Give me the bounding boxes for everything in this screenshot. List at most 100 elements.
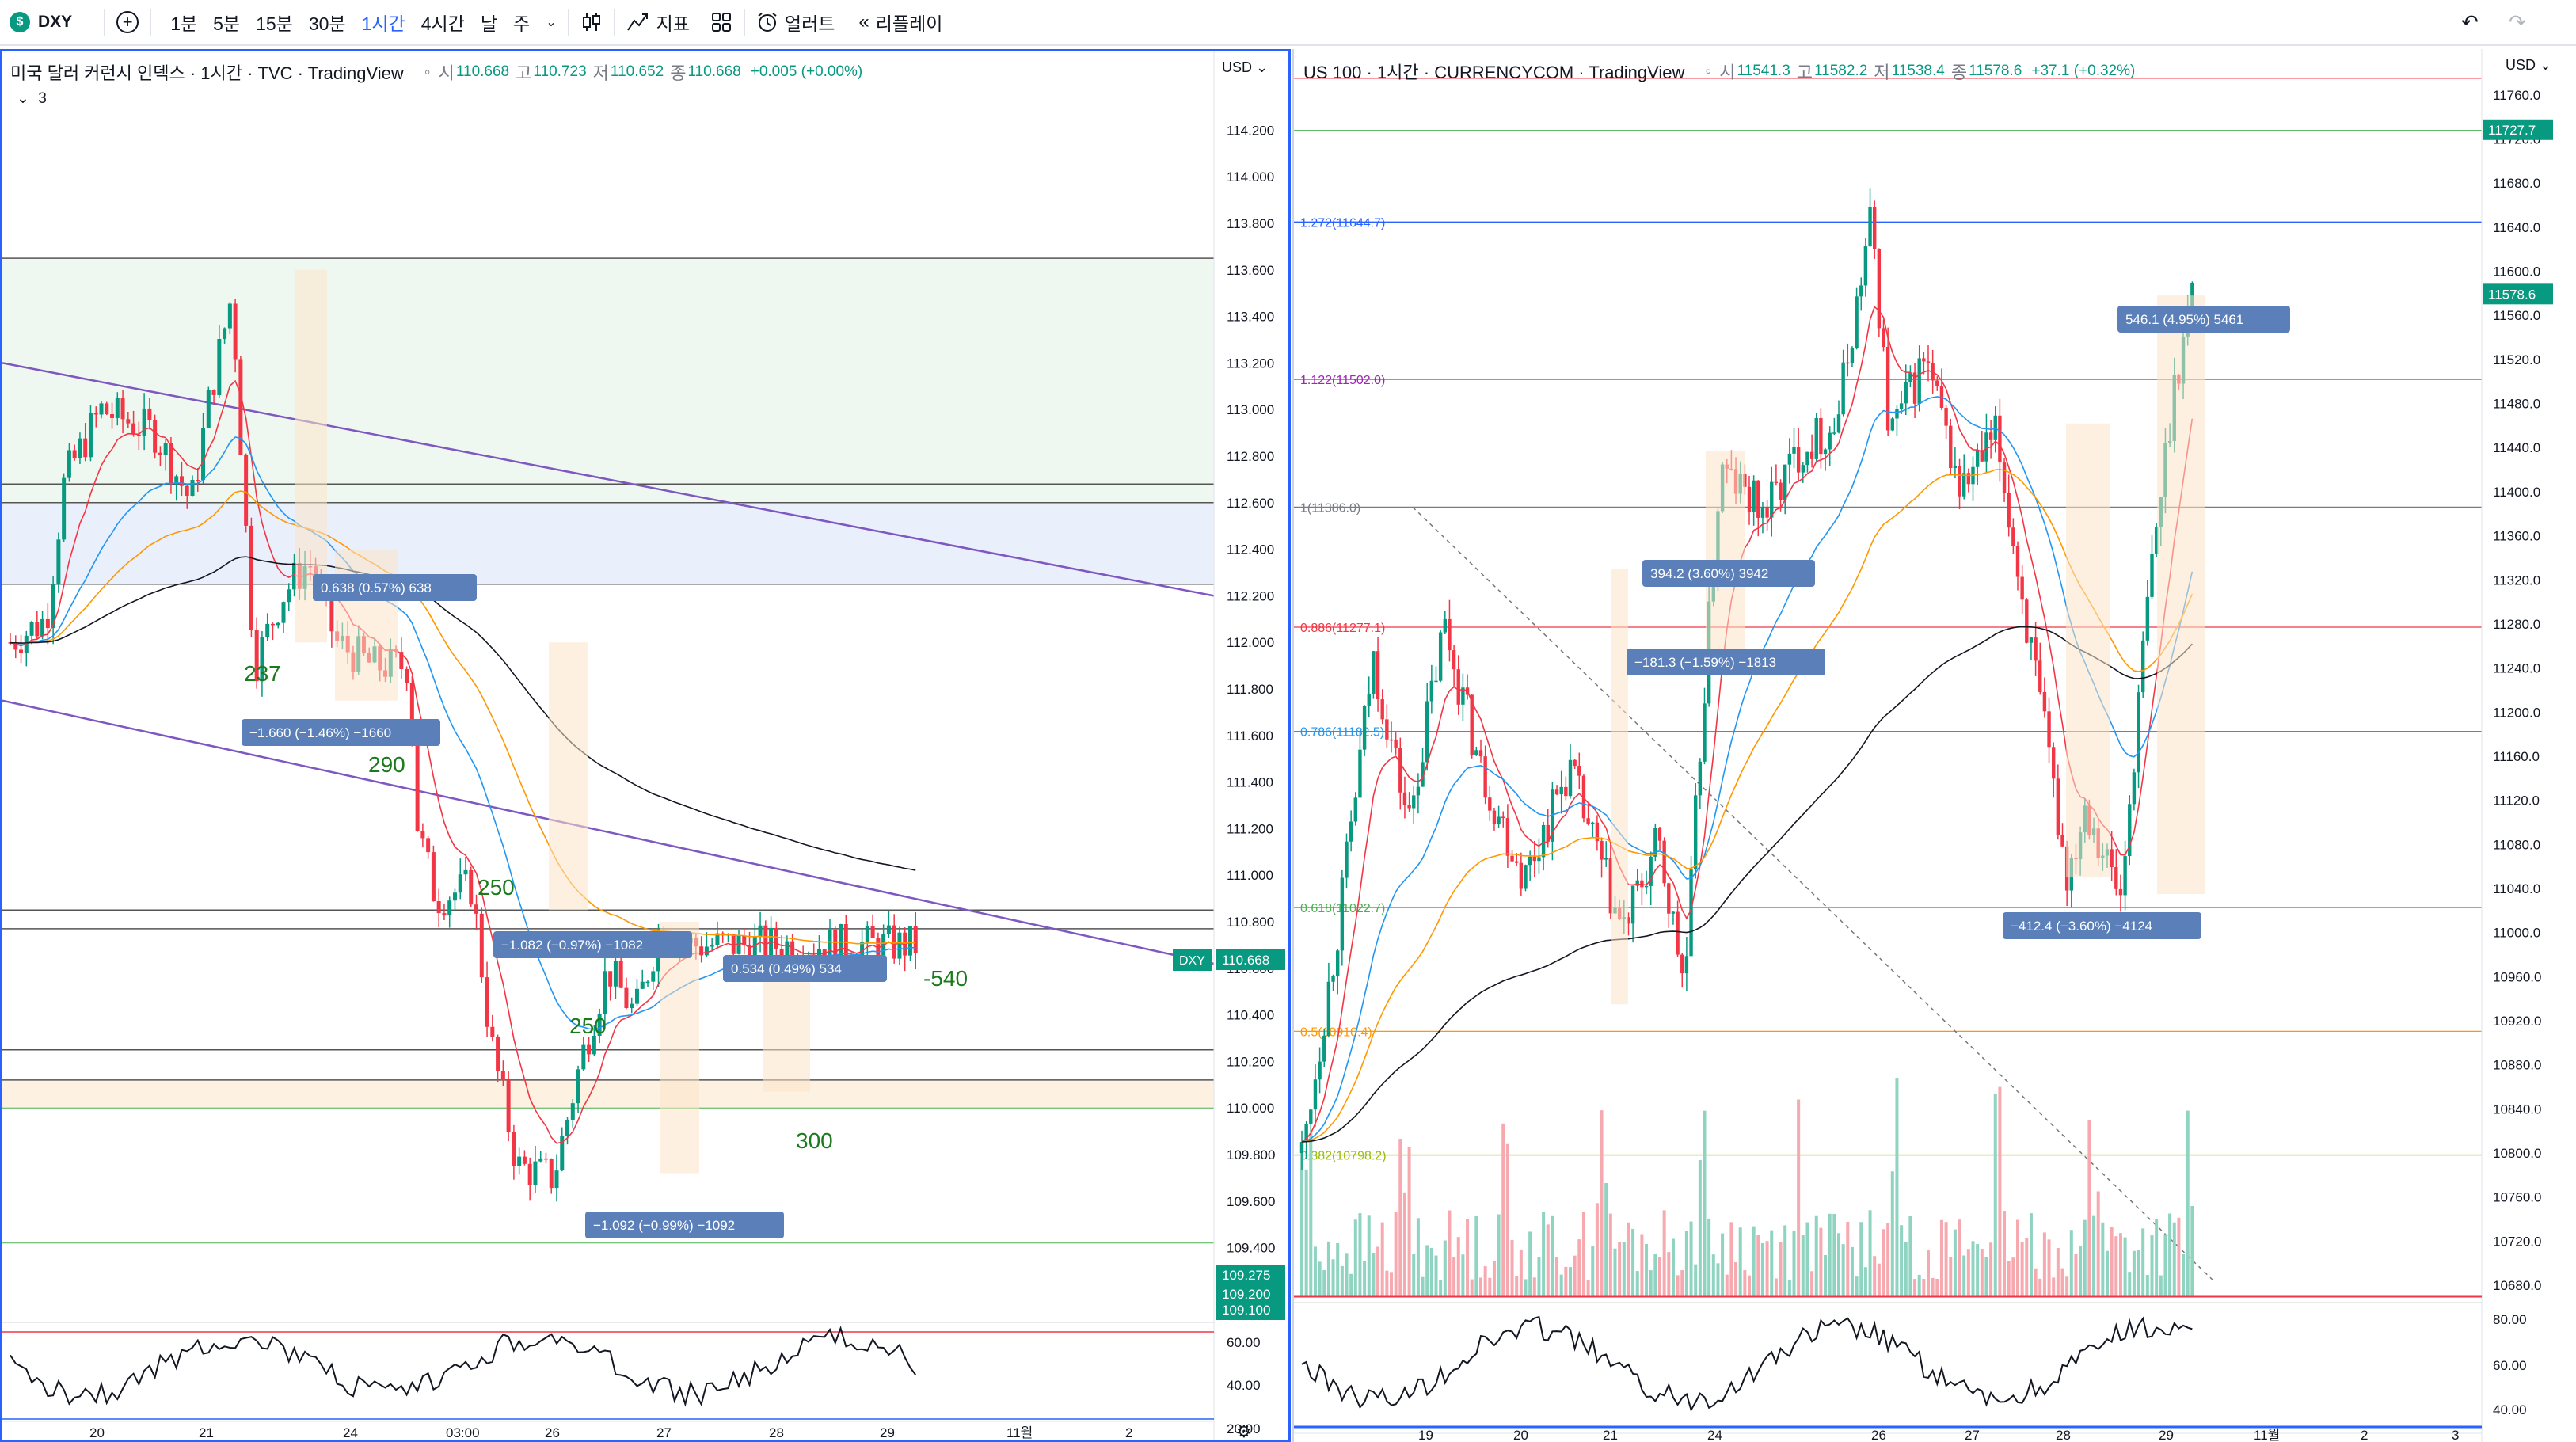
redo-button[interactable]: ↷	[2509, 0, 2526, 45]
candle-body	[265, 623, 270, 637]
candle-body	[630, 1003, 634, 1008]
price-tick: 111.000	[1227, 868, 1273, 883]
volume-bar	[2159, 1275, 2163, 1296]
volume-bar	[1895, 1078, 1899, 1296]
candle-body	[1676, 911, 1680, 955]
candle-body	[1313, 1079, 1318, 1110]
interval-7[interactable]: 주	[513, 13, 531, 34]
candle-body	[1926, 361, 1931, 363]
replay-button[interactable]: « 리플레이	[858, 0, 942, 45]
time-tick: 11월	[1006, 1425, 1033, 1440]
volume-bar	[1331, 1259, 1335, 1296]
chart-panel-dxy[interactable]: 0.638 (0.57%) 638 −1.660 (−1.46%) −1660 −1…	[0, 49, 1291, 1442]
volume-bar	[2074, 1254, 2078, 1296]
volume-bar	[2101, 1222, 2105, 1296]
indicators-label: 지표	[656, 13, 690, 34]
candle-body	[2007, 493, 2011, 528]
indicators-collapse-button[interactable]: ⌄ 3	[17, 89, 47, 108]
interval-0[interactable]: 1분	[170, 13, 198, 34]
candle-body	[78, 438, 82, 458]
price-tick: 11280.0	[2493, 617, 2540, 632]
candle-body	[860, 942, 865, 962]
price-tick: 11200.0	[2493, 705, 2540, 720]
candle-body	[420, 831, 425, 839]
currency-selector[interactable]: USD ⌄	[2506, 57, 2552, 73]
fib-level-label: 1.272(11644.7)	[1300, 216, 1385, 230]
volume-bar	[2065, 1276, 2069, 1296]
candle-body	[1604, 858, 1608, 860]
candle-body	[715, 933, 720, 945]
chart-panel-us100[interactable]: 1.272(11644.7) 1.122(11502.0) 1(11386.0) 0.…	[1292, 49, 2576, 1442]
interval-4[interactable]: 1시간	[361, 13, 405, 34]
moving-average-line	[10, 490, 916, 945]
candle-body	[2128, 804, 2132, 857]
candle-body	[1823, 449, 1828, 455]
templates-button[interactable]	[710, 0, 732, 45]
volume-bar	[2172, 1222, 2176, 1296]
interval-5[interactable]: 4시간	[420, 13, 465, 34]
volume-bar	[1376, 1246, 1380, 1296]
time-tick: 3	[2452, 1428, 2459, 1442]
eye-icon[interactable]: ◦	[424, 62, 431, 82]
volume-bar	[2163, 1234, 2167, 1296]
interval-6[interactable]: 날	[480, 13, 498, 34]
volume-bar	[1846, 1222, 1850, 1296]
alert-button[interactable]: 얼러트	[756, 0, 835, 45]
indicators-button[interactable]: 지표	[626, 0, 690, 45]
high-label: 고	[1796, 63, 1813, 82]
us100-chart-canvas[interactable]: 1.272(11644.7) 1.122(11502.0) 1(11386.0) 0.…	[1294, 49, 2576, 1442]
dxy-title: 미국 달러 커런시 인덱스 · 1시간 · TVC · TradingView	[10, 63, 404, 83]
measure-label-box	[585, 1212, 784, 1238]
candle-body	[1644, 885, 1649, 888]
candle-body	[2141, 640, 2145, 693]
measure-box	[1611, 569, 1628, 1005]
price-tick: 11320.0	[2493, 573, 2540, 588]
interval-1[interactable]: 5분	[213, 13, 241, 34]
candle-body	[1461, 687, 1465, 705]
volume-bar	[2118, 1233, 2122, 1296]
candle-body	[1863, 246, 1868, 286]
volume-bar	[1868, 1210, 1872, 1296]
volume-bar	[1770, 1230, 1774, 1296]
dxy-chart-canvas[interactable]: 0.638 (0.57%) 638 −1.660 (−1.46%) −1660 −1…	[2, 51, 1288, 1440]
fib-level-label: 0.886(11277.1)	[1300, 622, 1385, 635]
volume-bar	[1958, 1219, 1961, 1296]
interval-2[interactable]: 15분	[256, 13, 293, 34]
open-label: 시	[1719, 63, 1736, 82]
candle-body	[1299, 1141, 1304, 1154]
interval-dropdown-button[interactable]: ⌄	[546, 0, 556, 45]
collapsed-count: 3	[38, 90, 47, 107]
candle-body	[1349, 821, 1353, 842]
measure-box	[2066, 423, 2110, 878]
volume-bar	[2110, 1227, 2114, 1296]
candle-body	[1630, 885, 1635, 924]
volume-bar	[1461, 1254, 1465, 1296]
price-tick: 111.400	[1227, 775, 1273, 790]
measure-label-text: −1.660 (−1.46%) −1660	[249, 725, 391, 740]
candle-body	[1841, 362, 1845, 415]
volume-bar	[1743, 1270, 1747, 1296]
eye-icon[interactable]: ◦	[1705, 61, 1712, 81]
chart-type-button[interactable]	[580, 0, 603, 45]
undo-button[interactable]: ↶	[2461, 0, 2479, 45]
volume-bar	[1931, 1277, 1935, 1296]
candle-body	[1832, 432, 1836, 434]
us100-title: US 100 · 1시간 · CURRENCYCOM · TradingView	[1303, 63, 1685, 82]
oscillator-line	[1301, 1315, 2193, 1413]
candle-body	[110, 414, 115, 418]
currency-selector[interactable]: USD ⌄	[1222, 59, 1269, 75]
symbol-search[interactable]: $ DXY	[10, 0, 72, 45]
candle-body	[581, 1044, 586, 1070]
volume-bar	[1908, 1216, 1912, 1296]
candle-body	[828, 929, 832, 961]
candle-body	[522, 1156, 527, 1164]
volume-bar	[1564, 1266, 1568, 1296]
candle-body	[2047, 711, 2051, 748]
volume-bar	[1622, 1242, 1626, 1296]
volume-bar	[1604, 1182, 1608, 1296]
compare-symbol-button[interactable]: +	[116, 0, 139, 45]
volume-bar	[1532, 1277, 1536, 1296]
interval-3[interactable]: 30분	[308, 13, 346, 34]
divider	[150, 9, 152, 36]
candle-body	[576, 1069, 580, 1104]
